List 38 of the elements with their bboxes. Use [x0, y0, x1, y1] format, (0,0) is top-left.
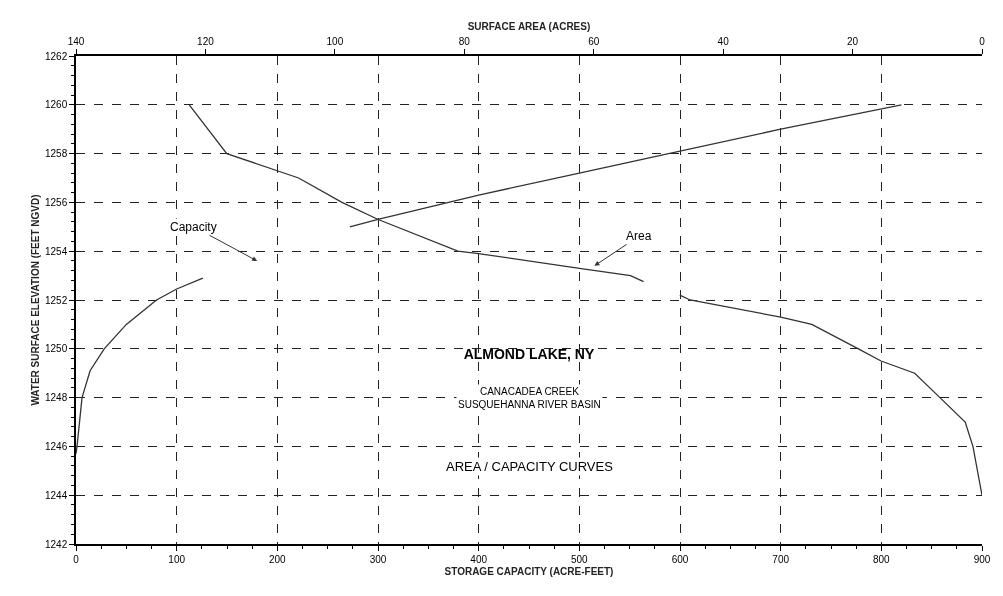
line-series: [76, 277, 204, 455]
x-tick-label: 300: [369, 553, 387, 565]
x-tick-label: 0: [73, 553, 80, 565]
x-tick-label: 900: [973, 553, 991, 565]
x2-tick-label: 140: [67, 36, 85, 48]
x2-tick-label: 0: [979, 36, 986, 48]
x-tick-label: 500: [570, 553, 589, 565]
x-tick-label: 400: [470, 553, 488, 565]
annotation: Capacity: [170, 220, 217, 234]
text: ALMOND LAKE, NY: [463, 345, 595, 362]
y-tick-label: 1244: [45, 489, 68, 501]
x2-tick-label: 20: [847, 36, 859, 48]
annotation: AREA / CAPACITY CURVES: [446, 459, 614, 474]
y-tick-label: 1248: [45, 392, 68, 404]
x-tick-label: 800: [872, 553, 891, 565]
y-tick-label: 1258: [45, 148, 68, 160]
y-axis-title: WATER SURFACE ELEVATION (FEET NGVD): [29, 194, 41, 406]
y-tick-label: 1242: [45, 538, 68, 550]
x-axis-title: STORAGE CAPACITY (ACRE-FEET): [444, 565, 614, 577]
x-tick-label: 100: [168, 553, 186, 565]
x2-tick-label: 60: [588, 36, 600, 48]
x-tick-label: 200: [268, 553, 287, 565]
x2-axis-title: SURFACE AREA (ACRES): [467, 20, 591, 32]
y-tick-label: 1262: [45, 50, 68, 62]
y-tick-label: 1250: [45, 343, 68, 355]
x2-tick-label: 100: [326, 36, 344, 48]
x2-tick-label: 80: [458, 36, 471, 48]
annotation: Area: [626, 229, 652, 243]
x2-tick-label: 40: [717, 36, 730, 48]
x-tick-label: 600: [671, 553, 689, 565]
y-tick-label: 1252: [45, 294, 68, 306]
x-tick-label: 700: [772, 553, 790, 565]
y-tick-label: 1260: [45, 99, 68, 111]
y-tick-label: 1246: [45, 440, 68, 452]
x2-tick-label: 120: [197, 36, 215, 48]
y-tick-label: 1254: [45, 245, 68, 257]
text: CANACADEA CREEK SUSQUEHANNA RIVER BASIN: [458, 386, 601, 410]
y-tick-label: 1256: [45, 196, 68, 208]
